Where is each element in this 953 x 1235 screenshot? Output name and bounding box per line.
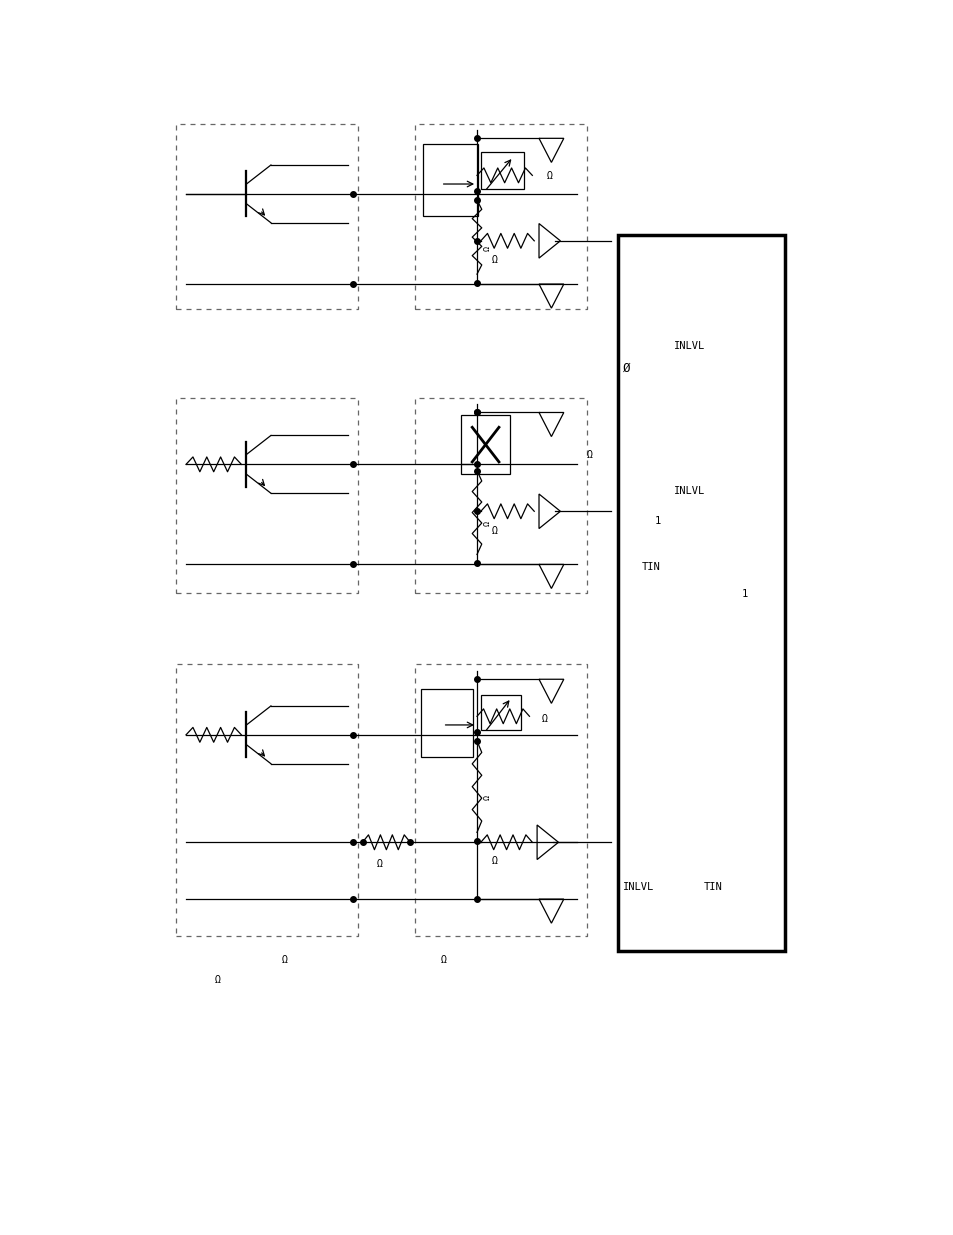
Text: Ω: Ω	[546, 172, 552, 182]
Text: Ø: Ø	[622, 362, 630, 375]
Bar	[480, 152, 523, 189]
Text: TIN: TIN	[703, 882, 722, 892]
Text: Ω: Ω	[376, 860, 382, 869]
Text: Ω: Ω	[586, 451, 592, 461]
Text: Ω: Ω	[541, 715, 547, 725]
Text: Ω: Ω	[491, 256, 497, 266]
Text: INLVL: INLVL	[622, 882, 654, 892]
Text: Ω: Ω	[440, 956, 446, 966]
Text: Ω: Ω	[482, 521, 491, 526]
Text: Ω: Ω	[482, 795, 491, 800]
Text: Ω: Ω	[482, 246, 491, 251]
Text: TIN: TIN	[641, 562, 660, 572]
Text: Ω: Ω	[491, 526, 497, 536]
Text: INLVL: INLVL	[673, 485, 704, 496]
Bar	[618, 235, 784, 951]
Text: INLVL: INLVL	[673, 341, 704, 351]
Text: Ω: Ω	[491, 857, 497, 867]
Bar	[480, 695, 520, 730]
Text: 1: 1	[741, 589, 748, 599]
Bar	[420, 689, 473, 757]
Text: Ω: Ω	[281, 956, 287, 966]
Bar	[460, 415, 510, 474]
Text: 1: 1	[654, 516, 660, 526]
Bar	[422, 144, 477, 216]
Text: Ω: Ω	[214, 976, 220, 986]
